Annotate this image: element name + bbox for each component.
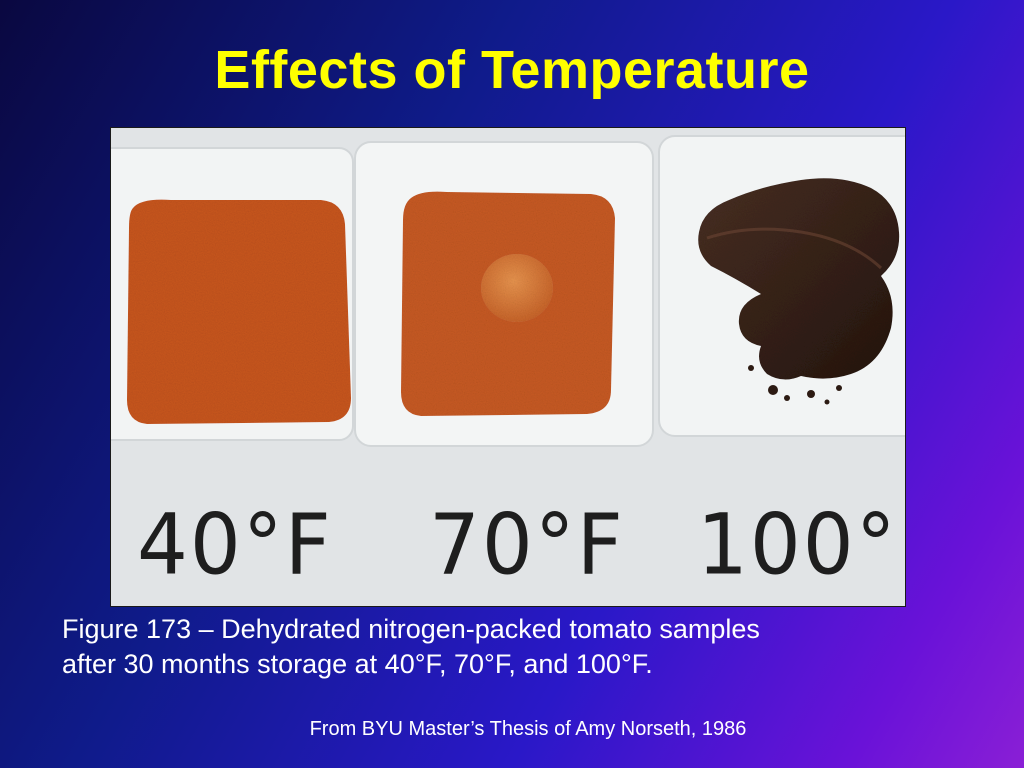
caption-line-2: after 30 months storage at 40°F, 70°F, a… (62, 649, 653, 679)
powder-sample-40f (127, 199, 351, 424)
source-credit: From BYU Master’s Thesis of Amy Norseth,… (309, 718, 747, 740)
slide-title: Effects of Temperature (214, 40, 810, 100)
label-100f: 100°F (697, 495, 905, 594)
label-70f: 70°F (429, 495, 625, 594)
tomato-samples-illustration (111, 128, 905, 606)
caption-line-1: Figure 173 – Dehydrated nitrogen-packed … (62, 614, 760, 644)
sample-photo: 40°F 70°F 100°F (110, 127, 906, 607)
powder-clump (481, 254, 553, 322)
figure-caption: Figure 173 – Dehydrated nitrogen-packed … (62, 612, 982, 682)
label-40f: 40°F (137, 495, 333, 594)
